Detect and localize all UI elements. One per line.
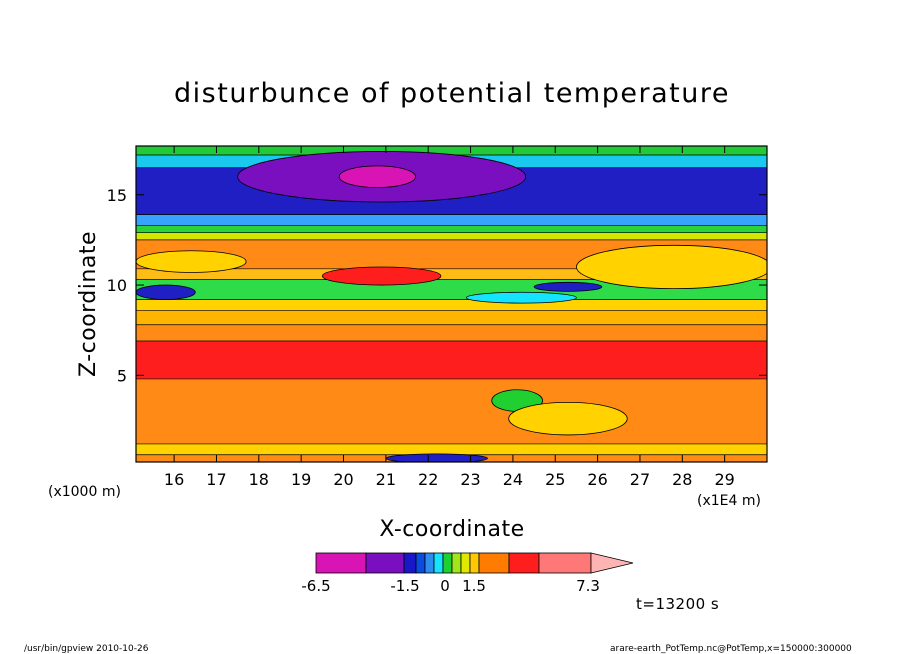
- x-tick-label-19: 19: [291, 470, 311, 489]
- plot-area: [136, 146, 767, 462]
- cold-west-blue: [136, 284, 196, 300]
- x-tick-label-22: 22: [418, 470, 438, 489]
- x-tick-label-24: 24: [503, 470, 523, 489]
- x-tick-label-29: 29: [714, 470, 734, 489]
- band-5: [136, 232, 767, 240]
- band-10: [136, 310, 767, 325]
- colorbar-cell-8: [460, 552, 471, 574]
- y-tick-label-15: 15: [107, 186, 127, 205]
- colorbar-cell-10: [478, 552, 510, 574]
- footer-right: arare-earth_PotTemp.nc@PotTemp,x=150000:…: [610, 644, 852, 654]
- band-12: [136, 341, 767, 379]
- band-13: [136, 378, 767, 444]
- x-tick-label-20: 20: [333, 470, 353, 489]
- colorbar-cell-7: [451, 552, 462, 574]
- colorbar-label-2: 0: [440, 577, 450, 595]
- colorbar-arrow: [590, 552, 634, 574]
- colorbar-cell-2: [403, 552, 417, 574]
- x-tick-label-16: 16: [164, 470, 184, 489]
- y-tick-label-10: 10: [107, 276, 127, 295]
- x-tick-label-27: 27: [630, 470, 650, 489]
- colorbar-cell-5: [433, 552, 444, 574]
- mid-east-cyan: [465, 291, 577, 304]
- colorbar-label-3: 1.5: [462, 577, 486, 595]
- band-0: [136, 146, 767, 156]
- x-tick-label-18: 18: [249, 470, 269, 489]
- y-tick-label-5: 5: [117, 366, 127, 385]
- colorbar-label-0: -6.5: [301, 577, 330, 595]
- x-axis: 16 17 18 19 20 21 22 23 24 25 26 27 28 29: [164, 146, 735, 489]
- colorbar: [315, 552, 634, 574]
- colorbar-cell-0: [315, 552, 367, 574]
- low-east-yellow: [508, 402, 628, 436]
- x-tick-label-26: 26: [587, 470, 607, 489]
- colorbar-cell-12: [538, 552, 592, 574]
- band-9: [136, 299, 767, 311]
- colorbar-cell-6: [442, 552, 453, 574]
- x-tick-label-23: 23: [460, 470, 480, 489]
- colorbar-cell-11: [508, 552, 540, 574]
- upper-east-yellow: [576, 244, 767, 290]
- x-unit-left: (x1000 m): [48, 484, 121, 500]
- upper-red-blob: [321, 266, 442, 286]
- time-label: t=13200 s: [636, 595, 719, 613]
- colorbar-label-1: -1.5: [390, 577, 419, 595]
- upper-west-yellow: [136, 250, 247, 273]
- footer-left: /usr/bin/gpview 2010-10-26: [24, 644, 149, 654]
- colorbar-cell-1: [365, 552, 405, 574]
- x-axis-label: X-coordinate: [379, 517, 524, 542]
- colorbar-labels: -6.5 -1.5 0 1.5 7.3: [301, 577, 600, 595]
- y-axis: 5 10 15: [107, 186, 767, 385]
- x-unit-right: (x1E4 m): [697, 493, 761, 509]
- cold-core-magenta: [338, 165, 416, 188]
- colorbar-cell-3: [415, 552, 426, 574]
- band-14: [136, 443, 767, 455]
- band-11: [136, 324, 767, 342]
- colorbar-cell-4: [424, 552, 435, 574]
- x-tick-label-28: 28: [672, 470, 692, 489]
- colorbar-cell-9: [469, 552, 480, 574]
- band-8: [136, 279, 767, 300]
- colorbar-label-4: 7.3: [576, 577, 600, 595]
- plot-frame: [135, 145, 768, 463]
- x-tick-label-17: 17: [206, 470, 226, 489]
- x-tick-label-25: 25: [545, 470, 565, 489]
- band-7: [136, 268, 767, 280]
- band-4: [136, 225, 767, 233]
- x-tick-label-21: 21: [376, 470, 396, 489]
- chart-title: disturbunce of potential temperature: [174, 78, 730, 109]
- band-3: [136, 214, 767, 226]
- y-axis-label: Z-coordinate: [76, 231, 101, 377]
- mid-east-blue: [533, 281, 603, 292]
